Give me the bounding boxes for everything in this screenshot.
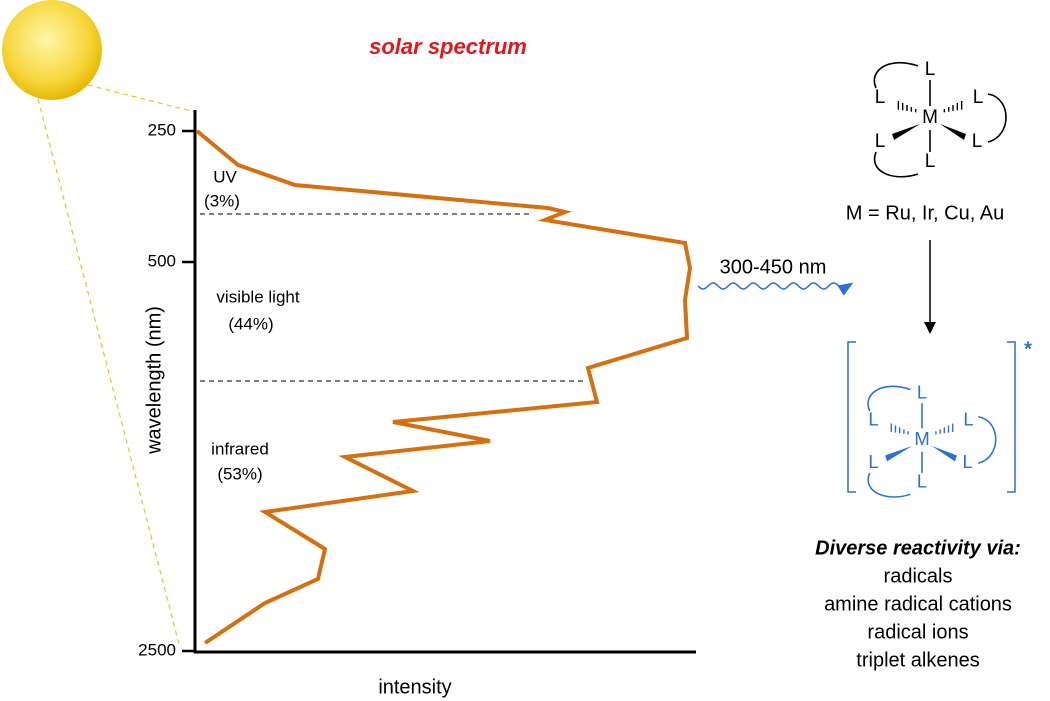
ligand: L	[963, 408, 973, 429]
ligand: L	[868, 451, 878, 472]
metal: M	[914, 428, 929, 449]
ligand: L	[917, 381, 927, 402]
ligand: L	[925, 59, 936, 80]
wavy-arrow	[697, 282, 854, 296]
metal-definition: M = Ru, Ir, Cu, Au	[846, 202, 1004, 224]
title: solar spectrum	[369, 34, 527, 59]
tick-label: 500	[148, 251, 176, 270]
spectrum-curve	[195, 129, 693, 645]
reactivity-item: triplet alkenes	[856, 649, 979, 671]
ligand: L	[875, 131, 886, 152]
chelate	[987, 93, 1007, 143]
chelate	[867, 385, 911, 412]
arrow-head	[924, 322, 936, 334]
x-axis-label: intensity	[378, 676, 451, 698]
chelate	[978, 415, 997, 465]
region-name: UV	[213, 167, 237, 186]
region-name: infrared	[211, 439, 269, 458]
excited-mark: *	[1024, 338, 1032, 360]
ligand: L	[973, 87, 984, 108]
chelate	[873, 151, 919, 178]
y-axis-label: wavelength (nm)	[143, 306, 165, 455]
arrow-label: 300-450 nm	[720, 256, 827, 278]
region-share: (3%)	[204, 191, 240, 210]
sun-ray	[87, 84, 196, 113]
sun	[2, 0, 102, 100]
metal: M	[922, 107, 938, 128]
tick-label: 2500	[138, 640, 176, 659]
reactivity-heading: Diverse reactivity via:	[815, 537, 1021, 559]
region-name: visible light	[216, 287, 299, 306]
region-share: (53%)	[217, 464, 262, 483]
complex: M L L L L L L	[873, 59, 1007, 178]
reactivity-item: amine radical cations	[824, 593, 1012, 615]
chelate	[873, 61, 919, 89]
reactivity-item: radical ions	[867, 621, 968, 643]
ligand: L	[875, 87, 886, 108]
ligand: L	[917, 471, 927, 492]
wedge-bond	[885, 445, 913, 462]
wedge-bond	[892, 124, 920, 140]
chelate	[867, 472, 911, 498]
wedge-bond	[931, 445, 957, 462]
wedge-bond	[940, 124, 966, 140]
complex: M L L L L L L	[867, 381, 997, 498]
tick-label: 250	[148, 120, 176, 139]
ligand: L	[925, 151, 936, 172]
ligand: L	[868, 408, 878, 429]
bracket	[847, 341, 1016, 493]
region-share: (44%)	[228, 314, 273, 333]
reactivity-item: radicals	[884, 565, 953, 587]
ligand: L	[962, 451, 972, 472]
ligand: L	[972, 131, 983, 152]
sun-ray	[37, 98, 181, 649]
